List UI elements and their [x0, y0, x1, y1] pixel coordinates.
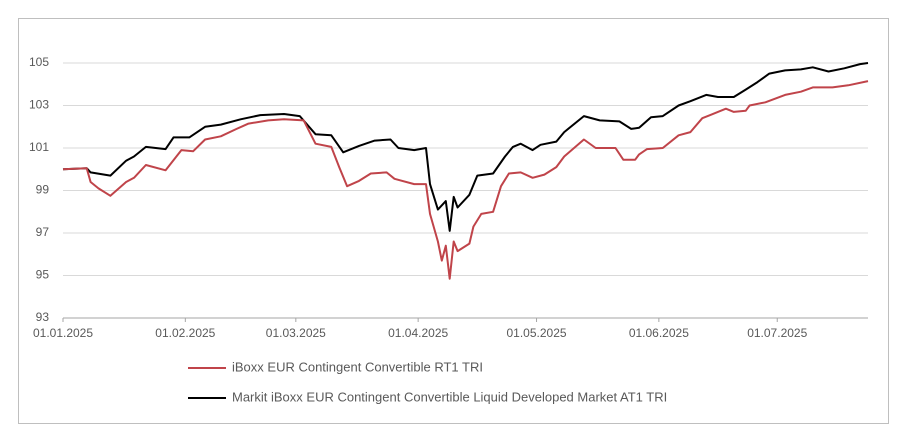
x-tick-label: 01.07.2025: [747, 326, 807, 340]
x-tick-label: 01.04.2025: [388, 326, 448, 340]
x-tick-label: 01.02.2025: [155, 326, 215, 340]
series-line: [62, 80, 869, 280]
y-tick-label: 97: [36, 225, 50, 239]
y-tick-label: 95: [36, 268, 50, 282]
series-line: [62, 62, 869, 232]
y-tick-label: 99: [36, 183, 50, 197]
y-tick-label: 101: [29, 140, 49, 154]
y-tick-label: 93: [36, 310, 50, 324]
x-tick-label: 01.05.2025: [506, 326, 566, 340]
legend-label: iBoxx EUR Contingent Convertible RT1 TRI: [232, 359, 483, 374]
x-tick-label: 01.03.2025: [266, 326, 326, 340]
y-tick-label: 105: [29, 55, 49, 69]
y-tick-label: 103: [29, 98, 49, 112]
frame: [18, 18, 889, 424]
x-tick-label: 01.06.2025: [629, 326, 689, 340]
legend-label: Markit iBoxx EUR Contingent Convertible …: [232, 389, 667, 404]
x-tick-label: 01.01.2025: [33, 326, 93, 340]
